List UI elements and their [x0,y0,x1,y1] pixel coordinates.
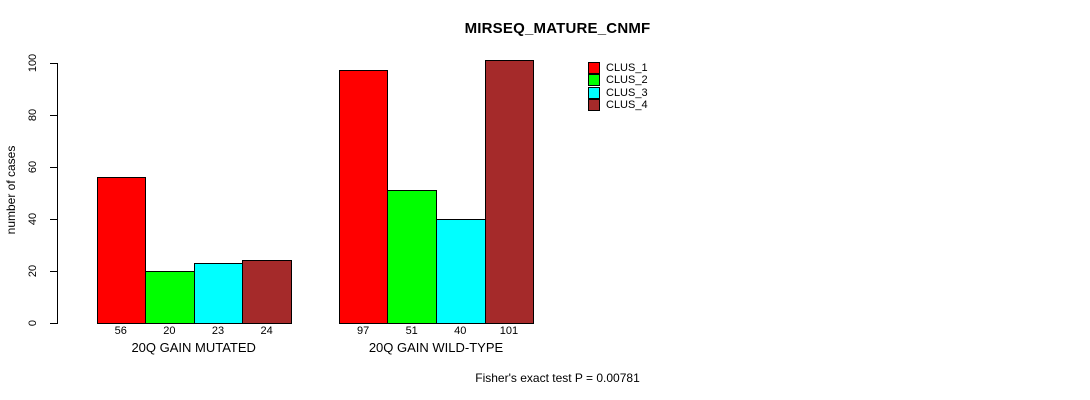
bar-clus_3-group2 [436,218,486,324]
legend-label: CLUS_3 [606,86,648,99]
bar-clus_4-group1 [242,260,292,324]
bar-value-label: 56 [114,325,127,337]
y-axis-tick-label: 60 [27,160,39,173]
bar-clus_3-group1 [193,263,244,324]
bar-clus_1-group1 [96,177,147,324]
y-axis-tick-label: 20 [27,264,39,278]
legend-swatch-icon [588,62,600,75]
y-axis-tick [50,323,57,324]
legend-label: CLUS_1 [606,62,648,75]
y-axis-tick [50,166,57,168]
bar-value-label: 24 [260,325,273,337]
y-axis-tick [50,114,57,116]
bar-value-label: 51 [405,325,418,337]
bar-clus_2-group1 [145,270,195,324]
y-axis-tick-label: 40 [27,212,39,225]
legend-item-clus_1: CLUS_1 [588,62,648,75]
legend-item-clus_2: CLUS_2 [588,74,648,87]
bar-clus_2-group2 [387,190,437,324]
bar-value-label: 23 [211,325,225,337]
y-axis-tick [50,218,57,220]
chart-title: MIRSEQ_MATURE_CNMF [464,20,651,37]
category-label: 20Q GAIN MUTATED [131,340,256,355]
bar-clus_1-group2 [338,70,389,324]
bar-clus_4-group2 [484,59,535,324]
legend-swatch-icon [588,86,600,99]
category-label: 20Q GAIN WILD-TYPE [368,340,504,355]
y-axis-tick-label: 100 [27,53,39,72]
legend-label: CLUS_2 [606,74,648,87]
bar-value-label: 101 [499,325,519,337]
y-axis-label: number of cases [4,145,18,235]
legend-swatch-icon [588,74,600,87]
legend: CLUS_1 CLUS_2 CLUS_3 CLUS_4 [588,62,648,112]
legend-swatch-icon [588,99,600,112]
fisher-test-annotation: Fisher's exact test P = 0.00781 [475,371,640,385]
legend-label: CLUS_4 [606,99,648,112]
legend-item-clus_3: CLUS_3 [588,86,648,99]
bar-value-label: 97 [356,325,370,337]
y-axis-tick-label: 0 [27,319,39,327]
bar-value-label: 40 [454,325,467,337]
legend-item-clus_4: CLUS_4 [588,99,648,112]
y-axis-tick-label: 80 [27,108,39,121]
y-axis-line [57,62,58,324]
y-axis-tick [50,270,57,272]
y-axis-tick [50,62,57,64]
bar-value-label: 20 [163,325,176,337]
